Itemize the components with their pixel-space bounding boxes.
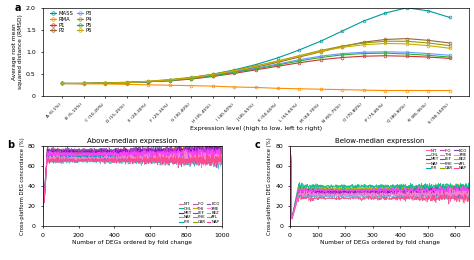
Y-axis label: Cross-platform DEG concordance (%): Cross-platform DEG concordance (%)	[267, 137, 273, 235]
Y-axis label: Average root mean
squared distance (RMSD): Average root mean squared distance (RMSD…	[12, 14, 23, 89]
Title: Below-median expression: Below-median expression	[335, 138, 424, 144]
Y-axis label: Cross-platform DEG concordance (%): Cross-platform DEG concordance (%)	[20, 137, 25, 235]
Text: a: a	[15, 3, 21, 12]
Text: b: b	[7, 140, 14, 150]
Legend: MASS, RMA, P1, P2, P3, P4, P5, P6: MASS, RMA, P1, P2, P3, P4, P5, P6	[50, 10, 92, 34]
X-axis label: Number of DEGs ordered by fold change: Number of DEGs ordered by fold change	[72, 239, 192, 245]
X-axis label: Number of DEGs ordered by fold change: Number of DEGs ordered by fold change	[319, 239, 440, 245]
Text: c: c	[254, 140, 260, 150]
Title: Above-median expression: Above-median expression	[87, 138, 177, 144]
X-axis label: Expression level (high to low, left to right): Expression level (high to low, left to r…	[190, 126, 322, 131]
Legend: NIT, CHL, MET, NAF, PIR, IFO, THI, LEF, PHE, CAR, ECO, 3ME, BEZ, AFL, NAP: NIT, CHL, MET, NAF, PIR, IFO, THI, LEF, …	[178, 202, 220, 224]
Legend: NIT, CHL, MET, NAF, PIR, IFO, THI, LEF, PHE, CAR, ECO, 3ME, BEZ, AFL, NAP: NIT, CHL, MET, NAF, PIR, IFO, THI, LEF, …	[426, 148, 467, 171]
